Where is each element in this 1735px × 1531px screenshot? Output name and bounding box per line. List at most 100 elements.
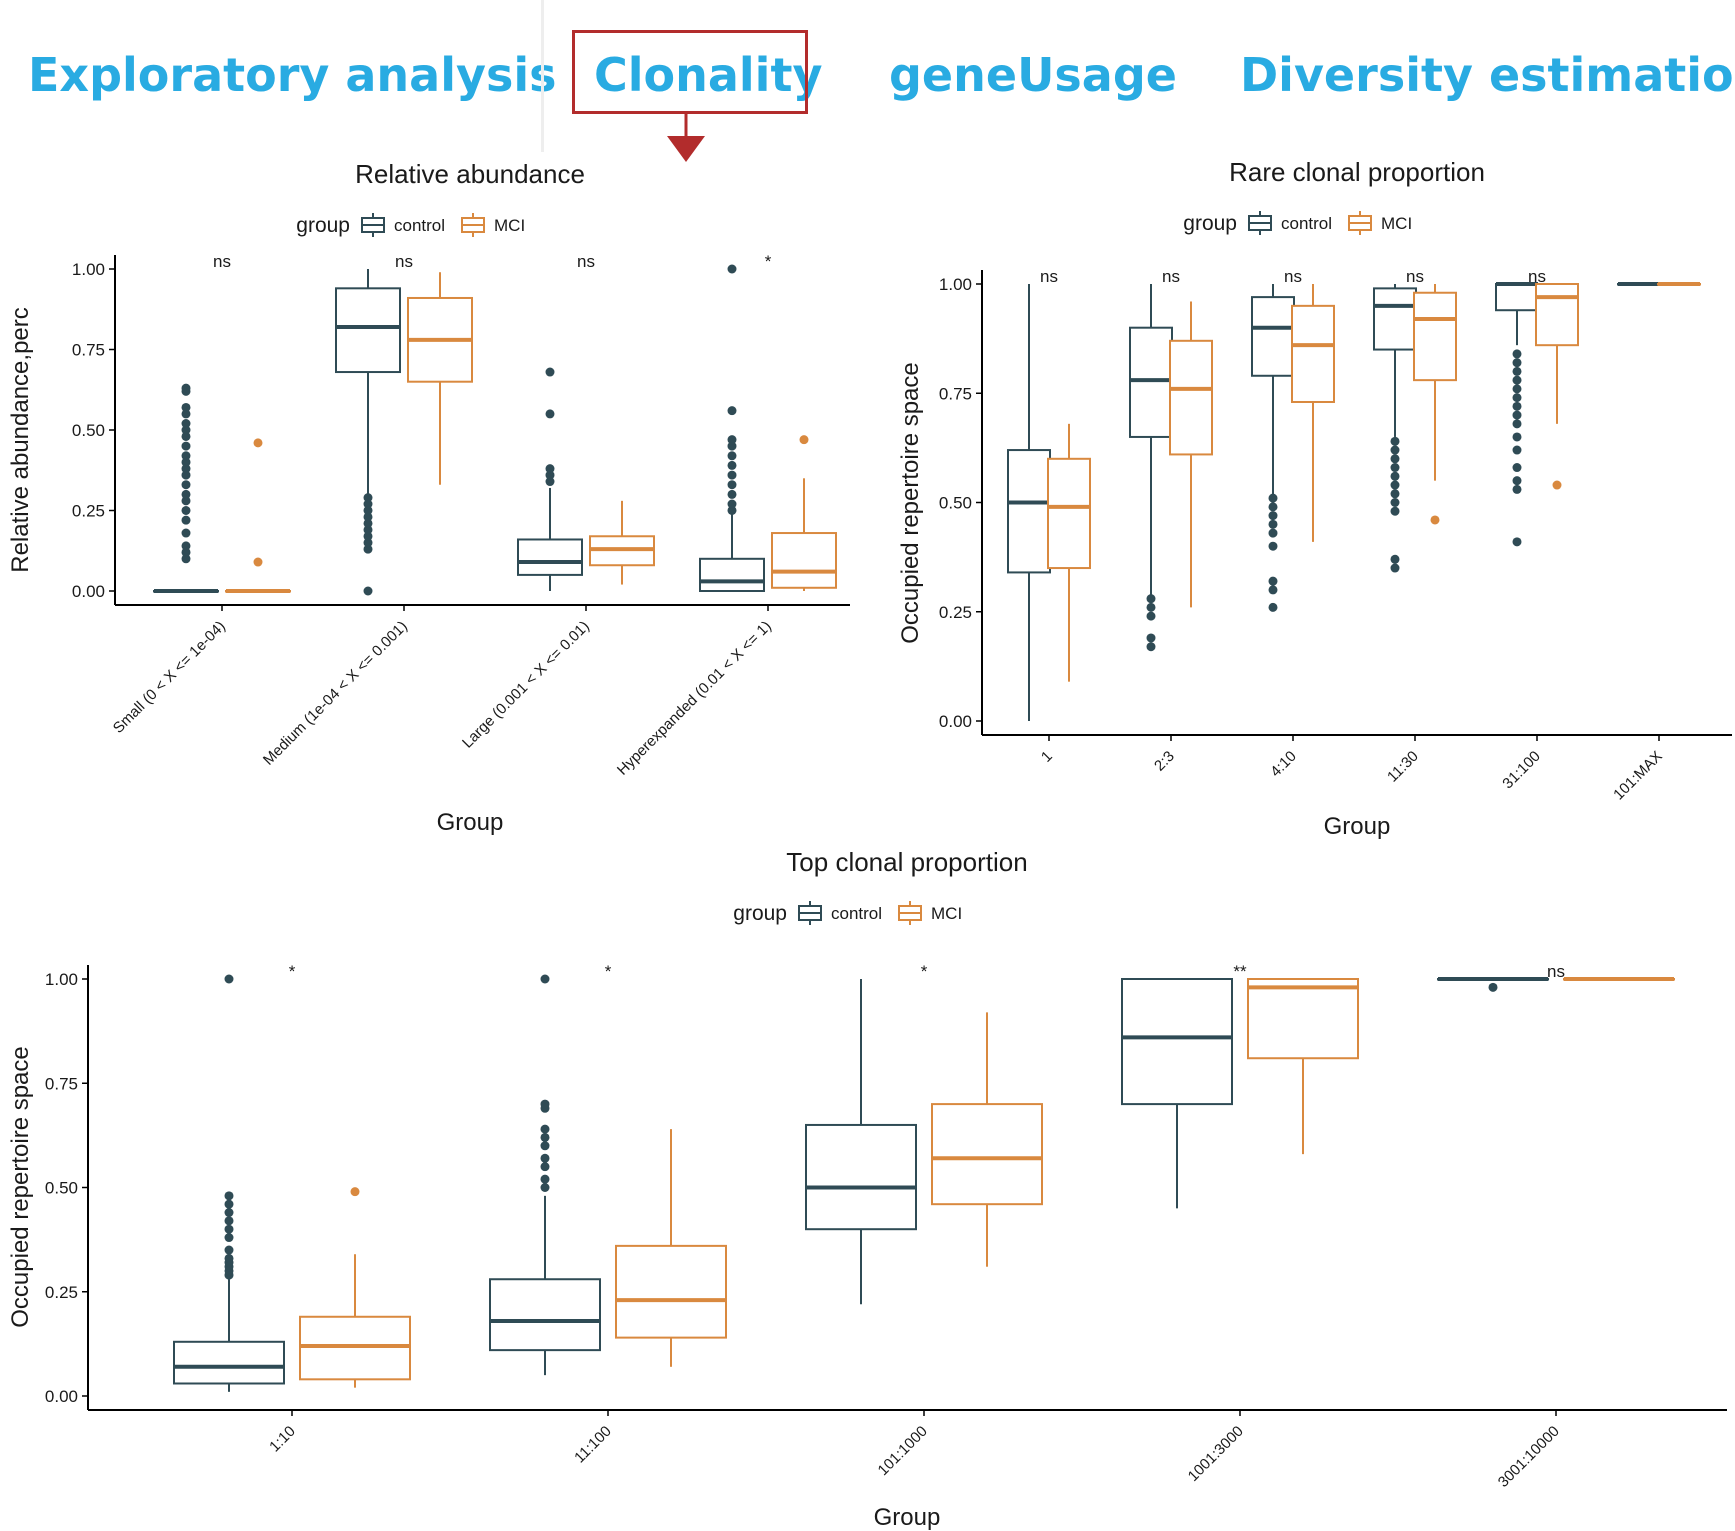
outlier-point [181, 541, 191, 551]
outlier-point [1268, 519, 1278, 529]
box-MCI [407, 272, 473, 485]
x-axis-label: Group [1324, 813, 1391, 840]
outlier-point [1268, 511, 1278, 521]
box-iqr [1535, 283, 1579, 347]
outlier-point [540, 1124, 550, 1134]
y-tick-label: 0.25 [939, 603, 972, 622]
tab-gene-usage[interactable]: geneUsage [889, 48, 1177, 102]
x-tick-label: 11:30 [1384, 748, 1422, 786]
outlier-point [224, 1233, 234, 1243]
outlier-point [1268, 585, 1278, 595]
y-tick-label: 0.00 [939, 712, 972, 731]
outlier-point [363, 538, 373, 548]
outlier-point [727, 506, 737, 515]
outlier-point [1430, 515, 1440, 525]
outlier-point [1512, 410, 1522, 420]
y-tick-label: 0.75 [939, 384, 972, 403]
tab-diversity-estimation[interactable]: Diversity estimation [1240, 48, 1735, 102]
box-MCI [299, 1187, 411, 1388]
legend: group control MCI [296, 213, 525, 237]
y-tick-label: 0.50 [72, 421, 105, 440]
box-iqr [173, 1340, 285, 1385]
x-tick-label: 1 [1038, 748, 1056, 766]
x-tick-label: 1:10 [266, 1423, 299, 1456]
outlier-point [224, 1216, 234, 1226]
outlier-point [181, 457, 191, 467]
outlier-point [1390, 498, 1400, 507]
outlier-point [545, 470, 555, 480]
y-tick-label: 0.75 [72, 341, 105, 360]
outlier-point [350, 1187, 360, 1197]
box-iqr [615, 1244, 727, 1339]
tab-divider [541, 0, 544, 152]
significance-label: * [921, 962, 928, 981]
legend-title: group [296, 214, 350, 237]
significance-label: ns [1406, 267, 1424, 286]
significance-label: ns [1162, 267, 1180, 286]
box-MCI [1657, 282, 1701, 286]
significance-label: ns [1528, 267, 1546, 286]
outlier-point [1552, 480, 1562, 490]
outlier-point [540, 1132, 550, 1142]
outlier-point [181, 489, 191, 499]
x-tick-label: Small (0 < X <= 1e-04) [110, 618, 229, 737]
outlier-point [253, 438, 263, 448]
y-axis-label: Relative abundance,perc [7, 307, 34, 573]
outlier-point [1390, 445, 1400, 455]
outlier-point [181, 554, 191, 564]
outlier-point [224, 1191, 234, 1201]
outlier-point [181, 547, 191, 557]
box-iqr [1129, 326, 1173, 438]
box-iqr [771, 532, 837, 589]
box-control [1007, 284, 1051, 721]
outlier-point [799, 435, 809, 445]
outlier-point [224, 1208, 234, 1218]
outlier-point [181, 496, 191, 506]
outlier-point [363, 531, 373, 541]
box-control [517, 367, 583, 591]
box-MCI [1291, 284, 1335, 542]
significance-label: ns [1040, 267, 1058, 286]
significance-label: * [605, 962, 612, 981]
legend-label: control [831, 904, 882, 923]
legend: group control MCI [733, 901, 962, 925]
outlier-point [181, 441, 191, 451]
outlier-point [540, 1174, 550, 1184]
outlier-point [1512, 401, 1522, 411]
y-tick-label: 0.50 [939, 494, 972, 513]
outlier-point [363, 544, 373, 554]
box-iqr [489, 1278, 601, 1352]
box-MCI [1169, 301, 1213, 608]
box-iqr [1169, 339, 1213, 456]
box-iqr [805, 1123, 917, 1231]
box-control [1251, 284, 1295, 612]
y-tick-label: 0.25 [45, 1283, 78, 1302]
outlier-point [181, 515, 191, 525]
significance-label: ns [395, 252, 413, 271]
outlier-point [545, 409, 555, 419]
active-tab-highlight [572, 30, 808, 114]
outlier-point [1390, 480, 1400, 490]
outlier-point [1146, 602, 1156, 612]
outlier-point [224, 1253, 234, 1263]
outlier-point [727, 406, 737, 416]
tab-exploratory-analysis[interactable]: Exploratory analysis [28, 48, 557, 102]
outlier-point [181, 419, 191, 429]
x-tick-label: Hyperexpanded (0.01 < X <= 1) [614, 618, 775, 779]
chart-1: Relative abundance group control MCI 0.00 0.2… [7, 159, 850, 836]
box-iqr [299, 1315, 411, 1381]
tab-clonality[interactable]: Clonality [594, 48, 823, 102]
outlier-point [181, 383, 191, 393]
outlier-point [363, 493, 373, 503]
y-axis-label: Occupied repertoire space [897, 362, 924, 643]
significance-label: ns [213, 252, 231, 271]
outlier-point [224, 974, 234, 984]
outlier-point [181, 470, 191, 480]
box-control [699, 264, 765, 592]
outlier-point [181, 480, 191, 490]
outlier-point [363, 499, 373, 509]
chart-title: Top clonal proportion [786, 847, 1027, 877]
outlier-point [1512, 432, 1522, 442]
significance-label: * [765, 252, 772, 271]
